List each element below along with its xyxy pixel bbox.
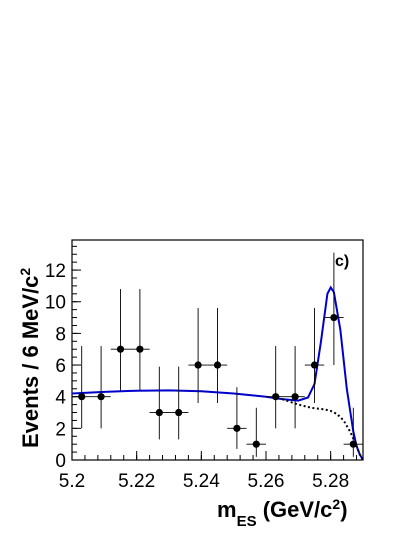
y-axis-title-main: Events / 6 MeV/c xyxy=(18,276,43,448)
y-tick-label: 4 xyxy=(55,388,66,409)
data-point xyxy=(97,393,105,401)
x-axis-title-sub: ES xyxy=(237,513,257,530)
data-points xyxy=(72,252,363,457)
x-axis-title: mES (GeV/c2) xyxy=(217,496,348,530)
plot-border xyxy=(71,239,364,461)
data-point xyxy=(310,361,319,369)
data-point xyxy=(116,345,125,353)
data-point xyxy=(233,424,241,432)
x-axis-title-main: m xyxy=(217,497,237,522)
x-tick-label: 5.22 xyxy=(118,471,155,492)
data-point xyxy=(194,361,202,369)
x-tick-label: 5.24 xyxy=(183,471,220,492)
x-tick-label: 5.2 xyxy=(59,471,85,492)
data-point xyxy=(213,361,222,369)
y-tick-label: 0 xyxy=(55,451,66,472)
x-axis-title-close: ) xyxy=(340,497,347,522)
x-tick-label: 5.28 xyxy=(312,471,349,492)
data-point xyxy=(175,408,183,417)
y-tick-label: 6 xyxy=(55,356,66,377)
x-axis-title-sup: 2 xyxy=(332,496,340,512)
data-point xyxy=(330,313,338,322)
data-point xyxy=(136,345,144,353)
data-point xyxy=(252,440,260,448)
x-axis-title-unit: (GeV/c xyxy=(257,497,333,522)
y-tick-label: 8 xyxy=(55,324,66,345)
y-tick-label: 2 xyxy=(55,419,66,440)
data-point xyxy=(272,393,280,401)
y-axis-title: Events / 6 MeV/c2 xyxy=(17,268,43,448)
y-tick-label: 12 xyxy=(45,261,66,282)
data-point xyxy=(78,393,86,401)
data-point xyxy=(349,440,357,448)
y-axis-title-sup: 2 xyxy=(17,268,33,276)
panel-label: c) xyxy=(335,253,349,270)
y-tick-label: 10 xyxy=(45,293,66,314)
plot-frame xyxy=(71,239,364,461)
data-point xyxy=(155,408,163,417)
background-curve xyxy=(281,398,364,461)
axis-ticks: 5.2 5.22 5.24 5.26 5.28 0 2 4 6 8 10 12 xyxy=(45,245,358,492)
data-point xyxy=(291,393,299,401)
x-tick-label: 5.26 xyxy=(248,471,285,492)
